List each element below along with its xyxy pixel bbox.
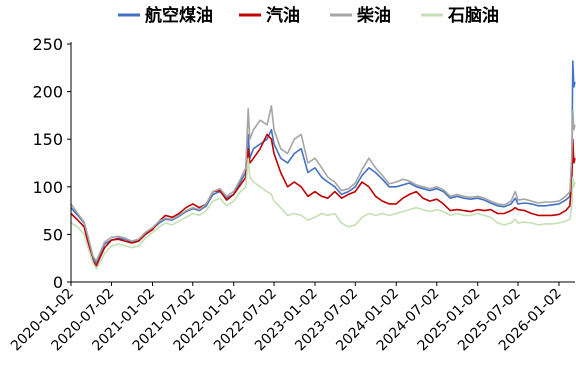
y-tick-label: 150 bbox=[32, 130, 63, 149]
series-line bbox=[70, 157, 576, 270]
y-tick-label: 50 bbox=[43, 225, 63, 244]
legend-label: 石脑油 bbox=[447, 5, 499, 26]
y-tick-label: 200 bbox=[32, 83, 63, 102]
y-tick-label: 0 bbox=[53, 273, 63, 292]
legend-label: 柴油 bbox=[356, 5, 391, 26]
chart-legend: 航空煤油 汽油 柴油 石脑油 bbox=[118, 5, 499, 26]
legend-item: 航空煤油 bbox=[118, 5, 213, 26]
legend-item: 柴油 bbox=[330, 5, 391, 26]
legend-item: 石脑油 bbox=[421, 5, 499, 26]
axes-layer: 0501001502002502020-01-022020-07-022021-… bbox=[8, 35, 575, 354]
legend-label: 航空煤油 bbox=[145, 5, 213, 26]
legend-label: 汽油 bbox=[266, 5, 300, 26]
legend-item: 汽油 bbox=[239, 5, 300, 26]
series-line bbox=[70, 105, 576, 262]
y-tick-label: 250 bbox=[32, 35, 63, 54]
y-tick-label: 100 bbox=[32, 178, 63, 197]
series-layer bbox=[70, 60, 576, 270]
series-line bbox=[70, 133, 576, 267]
